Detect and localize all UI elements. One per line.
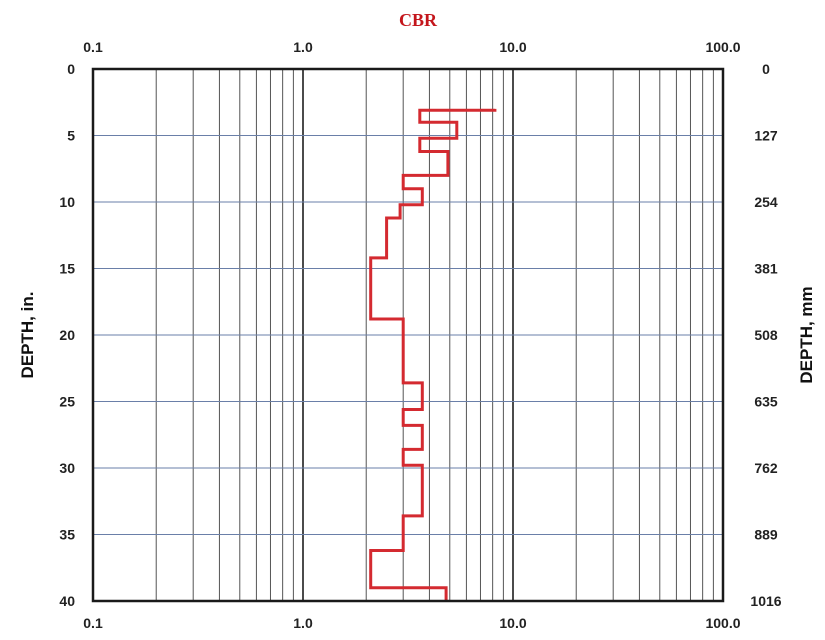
y-tick-label-left: 35 [59, 527, 75, 543]
x-tick-label-top: 100.0 [705, 39, 740, 55]
y-axis-title-right: DEPTH, mm [797, 286, 816, 383]
y-tick-label-right: 127 [754, 128, 778, 144]
series-layer [369, 108, 497, 601]
y-tick-label-right: 762 [754, 460, 778, 476]
y-tick-label-right: 381 [754, 261, 778, 277]
y-tick-label-left: 40 [59, 593, 75, 609]
chart-title: CBR [399, 10, 438, 30]
cbr-profile-line [369, 108, 497, 601]
y-tick-label-right: 508 [754, 327, 778, 343]
grid [92, 69, 723, 601]
tick-labels: 0.1 0.1 1.0 1.0 10.0 10.0 100.0 100.0 0 5 10 15 20 25… [59, 39, 781, 631]
y-tick-label-right: 0 [762, 61, 770, 77]
plot-frame [91, 67, 725, 603]
y-tick-label-right: 1016 [750, 593, 781, 609]
y-tick-label-left: 20 [59, 327, 75, 343]
y-tick-label-left: 0 [67, 61, 75, 77]
x-tick-label-bottom: 100.0 [705, 615, 740, 631]
x-tick-label-top: 1.0 [293, 39, 313, 55]
y-tick-label-left: 15 [59, 261, 75, 277]
y-tick-label-right: 889 [754, 527, 778, 543]
x-tick-label-top: 0.1 [83, 39, 103, 55]
x-tick-label-top: 10.0 [499, 39, 526, 55]
y-axis-title-left: DEPTH, in. [18, 292, 37, 379]
y-tick-label-right: 254 [754, 194, 778, 210]
y-tick-label-left: 10 [59, 194, 75, 210]
x-tick-label-bottom: 1.0 [293, 615, 313, 631]
x-tick-label-bottom: 0.1 [83, 615, 103, 631]
y-tick-label-right: 635 [754, 394, 778, 410]
y-tick-label-left: 30 [59, 460, 75, 476]
x-tick-label-bottom: 10.0 [499, 615, 526, 631]
y-tick-label-left: 25 [59, 394, 75, 410]
y-tick-label-left: 5 [67, 128, 75, 144]
